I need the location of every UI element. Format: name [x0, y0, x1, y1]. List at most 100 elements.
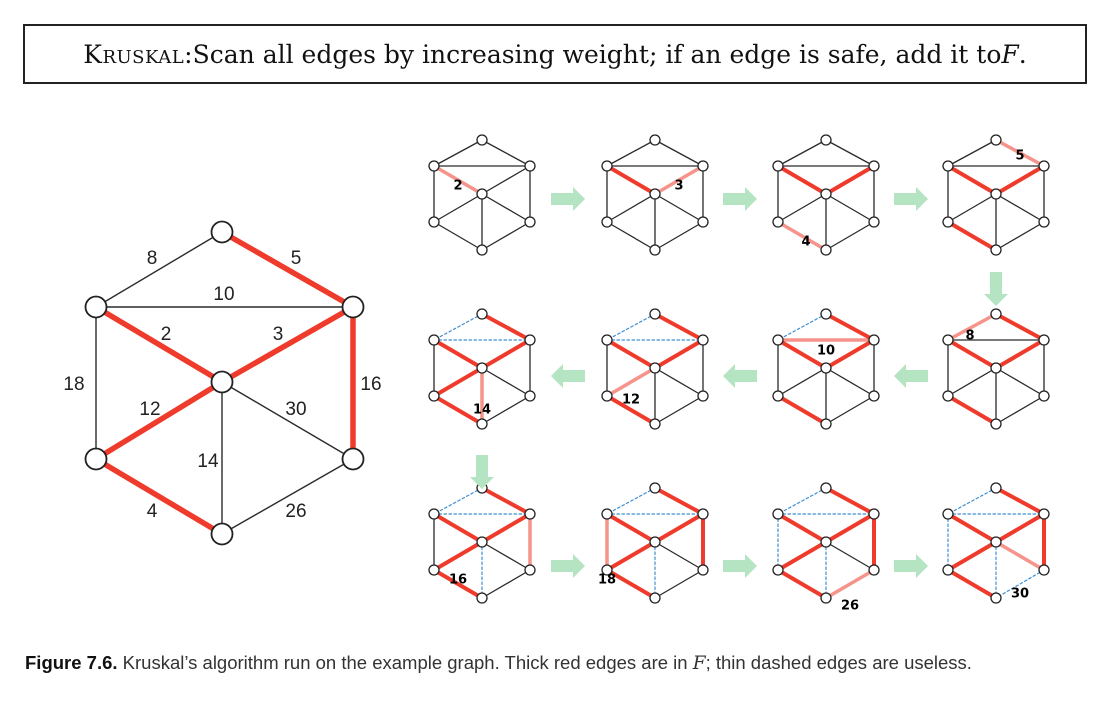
edge-w30 [221, 381, 354, 460]
step-graph-3: 3 [601, 134, 709, 256]
step-vertex [476, 362, 488, 374]
step-graph-12: 12 [601, 308, 709, 430]
step-edge [481, 139, 531, 167]
figure-caption: Figure 7.6. Kruskal’s algorithm run on t… [25, 650, 1100, 677]
step-vertex [428, 160, 440, 172]
step-edge [947, 193, 997, 223]
step-vertex [990, 592, 1002, 604]
edge-weight-label: 5 [291, 248, 302, 269]
step-edge [432, 366, 484, 398]
step-vertex [697, 390, 709, 402]
step-edge-label: 5 [1015, 149, 1024, 164]
step-edge [481, 193, 531, 223]
edge-w26 [221, 458, 354, 535]
step-graph-30: 30 [942, 482, 1050, 604]
step-edge [994, 138, 1046, 168]
step-vertex [476, 188, 488, 200]
step-vertex [942, 334, 954, 346]
step-vertex [772, 508, 784, 520]
step-vertex [1038, 508, 1050, 520]
step-arrow [894, 364, 928, 388]
step-edge [606, 221, 656, 251]
step-edge-label: 16 [449, 573, 467, 588]
step-arrow [723, 364, 757, 388]
edge-weight-label: 30 [285, 399, 306, 420]
step-edge [995, 221, 1045, 251]
step-edge [606, 487, 656, 515]
step-vertex [476, 536, 488, 548]
step-edge [994, 512, 1046, 544]
algorithm-header-box: Kruskal: Scan all edges by increasing we… [23, 24, 1087, 84]
edge-weight-label: 10 [213, 284, 234, 305]
step-edge [605, 568, 657, 600]
step-vertex [601, 334, 613, 346]
step-edge [481, 569, 531, 599]
header-end: . [1018, 39, 1027, 69]
step-edge [777, 313, 827, 341]
step-vertex [820, 536, 832, 548]
step-edge-label: 14 [473, 403, 491, 418]
step-edge [825, 221, 875, 251]
vertex [341, 295, 365, 319]
step-edge [481, 165, 531, 195]
caption-variable: F [692, 653, 706, 674]
step-edge [994, 540, 1046, 572]
step-vertex [697, 334, 709, 346]
edge-weight-label: 8 [147, 248, 158, 269]
vertex [210, 220, 234, 244]
step-edge [946, 568, 998, 600]
step-vertex [820, 482, 832, 494]
step-vertex [601, 216, 613, 228]
step-arrow [984, 272, 1008, 306]
step-edge-label: 3 [674, 179, 683, 194]
step-edge [776, 338, 828, 370]
step-vertex [990, 362, 1002, 374]
step-vertex [428, 390, 440, 402]
step-vertex [820, 134, 832, 146]
step-edge [480, 486, 532, 516]
step-edge [432, 338, 484, 370]
step-edge [433, 487, 483, 515]
step-vertex [942, 564, 954, 576]
step-vertex [428, 508, 440, 520]
step-edge [653, 164, 705, 196]
step-edge [825, 367, 875, 397]
step-arrow [723, 187, 757, 211]
step-edge [433, 313, 483, 341]
step-vertex [990, 188, 1002, 200]
step-edge [432, 164, 484, 196]
step-edge [433, 221, 483, 251]
step-vertex [524, 334, 536, 346]
step-edge-label: 4 [801, 235, 810, 250]
step-edge [480, 312, 532, 342]
step-edge [777, 487, 827, 515]
step-edge [481, 395, 531, 425]
figure-number: Figure 7.6. [25, 652, 118, 673]
step-edge [776, 540, 828, 572]
step-edge-label: 26 [841, 599, 859, 614]
step-vertex [820, 244, 832, 256]
step-vertex [428, 216, 440, 228]
step-edge [824, 164, 876, 196]
step-arrow [470, 455, 494, 489]
step-edge-label: 8 [965, 329, 974, 344]
step-edge [481, 221, 531, 251]
step-vertex [868, 334, 880, 346]
step-edge [654, 193, 704, 223]
edge-w5 [219, 229, 356, 310]
step-edge [994, 486, 1046, 516]
step-edge-label: 2 [453, 179, 462, 194]
step-vertex [428, 564, 440, 576]
step-vertex [1038, 564, 1050, 576]
step-vertex [772, 564, 784, 576]
step-edge [946, 512, 998, 544]
step-edge [994, 312, 1046, 342]
step-edge [480, 338, 532, 370]
step-edge [432, 394, 484, 426]
step-vertex [601, 160, 613, 172]
step-vertex [1038, 160, 1050, 172]
step-vertex [990, 536, 1002, 548]
step-edge [776, 568, 828, 600]
step-vertex [1038, 390, 1050, 402]
step-edge [605, 366, 657, 398]
